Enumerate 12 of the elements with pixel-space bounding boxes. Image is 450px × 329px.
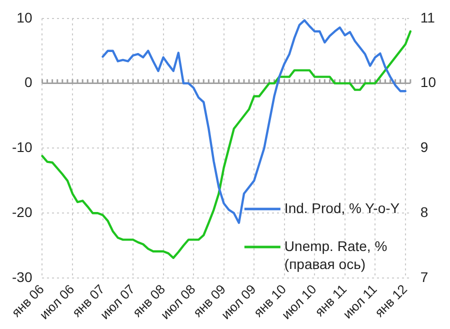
legend-label: Unemp. Rate, % (правая ось)	[284, 238, 388, 272]
y-tick-label: -20	[12, 204, 32, 220]
y-tick-label: -10	[12, 139, 32, 156]
y2-tick-label: 9	[420, 139, 428, 156]
y2-tick-label: 7	[420, 268, 428, 285]
y-tick-label: -30	[12, 268, 32, 285]
y-tick-label: 10	[16, 9, 32, 26]
y2-tick-label: 11	[420, 9, 436, 26]
y2-tick-label: 8	[420, 204, 428, 220]
y2-tick-label: 10	[420, 74, 436, 90]
legend-label: Ind. Prod, % Y-o-Y	[284, 200, 400, 216]
y-tick-label: 0	[24, 74, 32, 90]
